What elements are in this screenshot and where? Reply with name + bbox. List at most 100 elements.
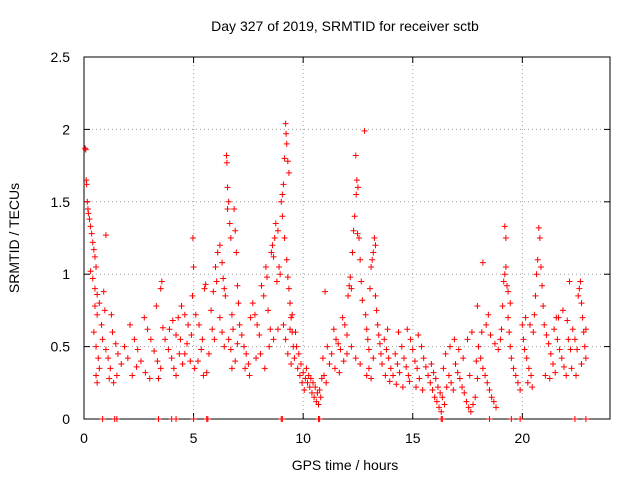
data-point [352,355,359,362]
data-point [540,303,547,310]
data-point [517,416,524,422]
data-point [272,220,279,227]
data-point [293,343,300,350]
data-point [284,158,291,165]
data-point [493,404,500,411]
data-point [485,311,492,318]
data-point [486,387,493,394]
data-point [310,379,317,386]
x-tick-label: 5 [190,430,198,446]
data-point [98,321,105,328]
data-point [467,408,474,415]
data-point [528,372,535,379]
data-point [539,282,546,289]
y-tick-label: 1 [62,266,70,282]
data-point [187,358,194,365]
data-point [432,375,439,382]
data-point [269,242,276,249]
data-point [184,340,191,347]
data-point [399,384,406,391]
data-point [308,389,315,396]
data-point [525,365,532,372]
data-point [162,336,169,343]
data-point [159,324,166,331]
data-point [295,350,302,357]
data-point [368,263,375,270]
data-point [264,274,271,281]
data-point [382,372,389,379]
data-point [474,303,481,310]
data-point [303,365,310,372]
chart-title: Day 327 of 2019, SRMTID for receiver sct… [211,18,479,34]
data-point [155,416,162,422]
data-point [158,278,165,285]
data-point [267,326,274,333]
data-point [283,140,290,147]
data-point [461,389,468,396]
data-point [352,152,359,159]
data-point [393,381,400,388]
data-point [556,346,563,353]
data-point [212,263,219,270]
data-point [235,300,242,307]
data-point [238,332,245,339]
data-point [312,384,319,391]
data-point [442,350,449,357]
data-point [173,416,180,422]
data-point [484,379,491,386]
data-point [425,372,432,379]
data-point [530,329,537,336]
data-point [524,379,531,386]
data-point [579,314,586,321]
data-point [436,404,443,411]
data-point [191,365,198,372]
data-point [564,317,571,324]
data-point [344,332,350,339]
data-point [246,372,253,379]
data-point [276,263,283,270]
data-point [91,285,98,292]
data-point [203,369,210,376]
data-point [82,145,89,152]
data-point [428,360,435,367]
data-point [253,355,260,362]
data-point [552,369,559,376]
data-point [234,340,241,347]
data-point [537,263,544,270]
data-point [287,326,294,333]
data-point [94,311,101,318]
data-point [185,321,192,328]
data-point [279,213,286,220]
data-point [477,355,484,362]
data-point [387,365,394,372]
data-point [483,321,490,328]
data-point [226,220,233,227]
data-point [543,332,550,339]
data-point [550,360,557,367]
data-point [422,363,429,370]
data-point [202,281,209,288]
data-point [406,378,413,385]
data-point [157,285,164,292]
data-point [189,235,196,241]
data-point [361,127,368,134]
data-point [221,343,228,350]
data-point [482,372,489,379]
data-point [320,372,327,379]
data-point [430,369,437,376]
data-point [127,321,134,328]
data-point [350,227,357,234]
data-point [99,416,106,422]
data-point [503,282,510,289]
data-point [90,329,97,336]
data-point [324,343,331,350]
data-point [501,271,508,278]
data-point [131,336,138,343]
data-point [102,232,109,239]
data-point [571,336,578,343]
data-point [214,249,221,256]
data-point [173,332,180,339]
data-point [582,416,589,422]
data-point [234,282,241,289]
data-point [385,355,392,362]
